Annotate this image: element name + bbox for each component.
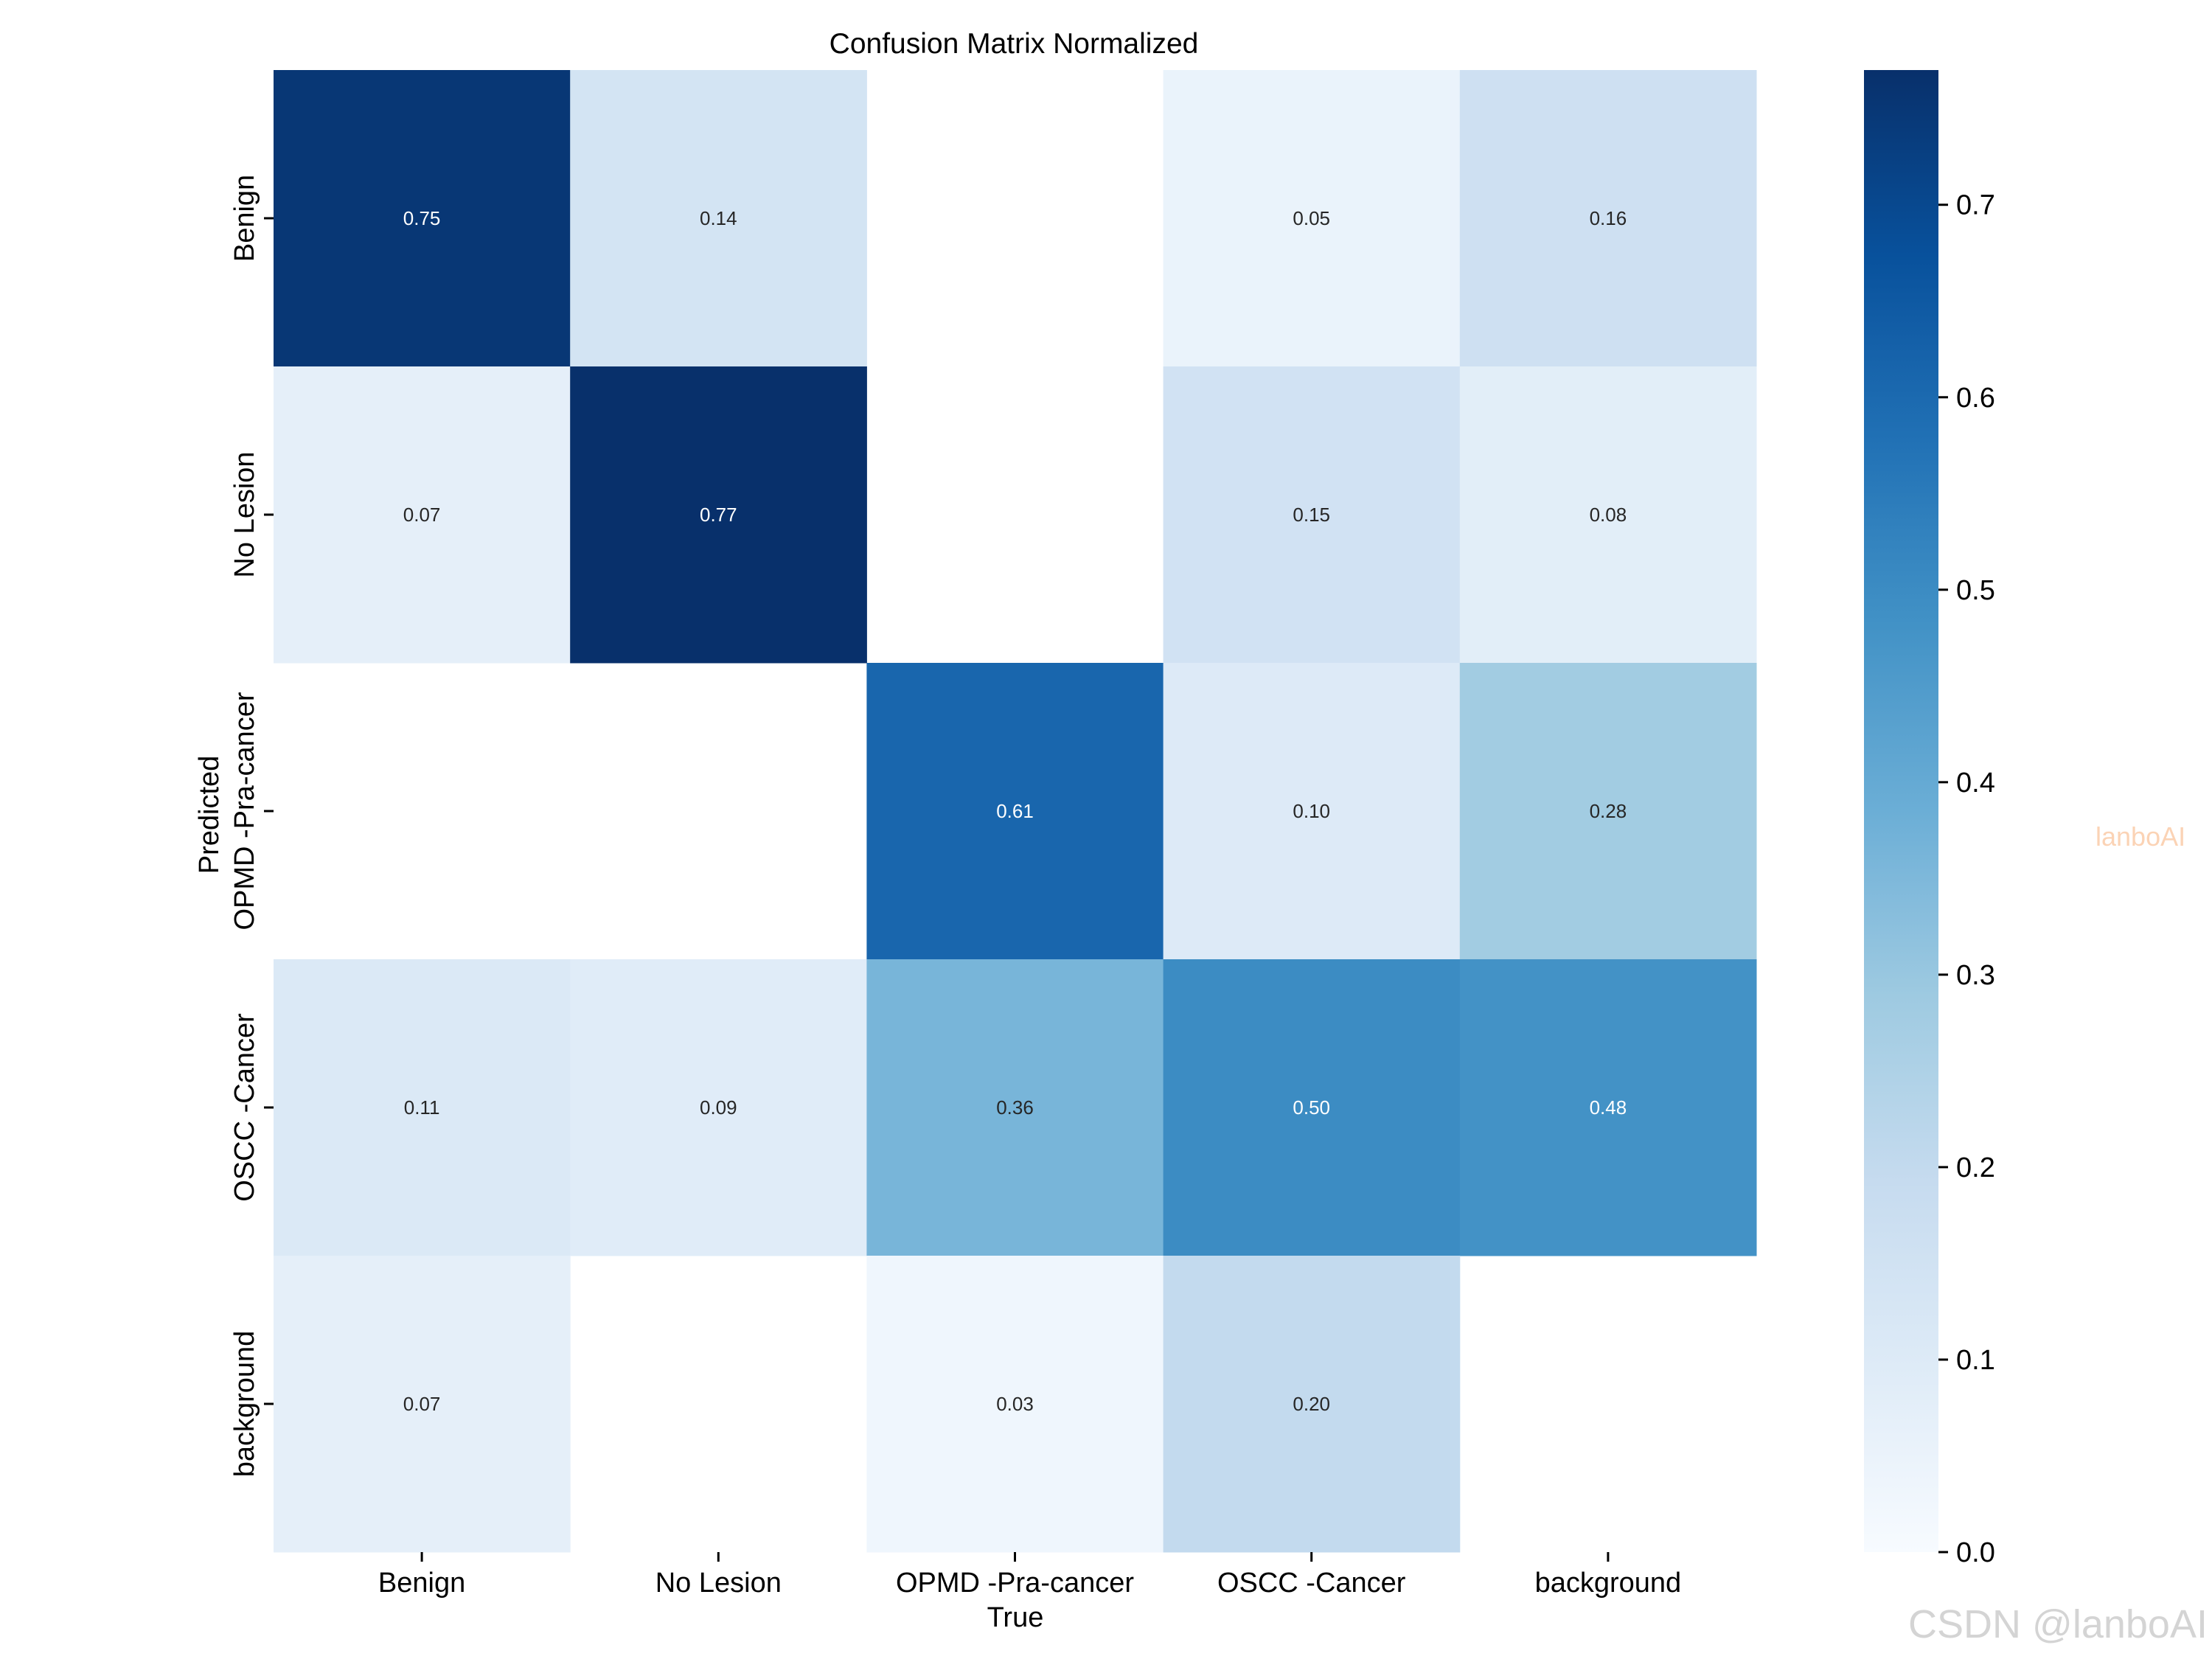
cell-value-label: 0.03 (996, 1393, 1034, 1415)
cell-value-label: 0.77 (700, 504, 737, 526)
x-tick-label: OPMD -Pra-cancer (896, 1568, 1134, 1599)
cell-value-label: 0.15 (1293, 504, 1330, 526)
y-axis-label: Predicted (194, 756, 225, 874)
cell-value-label: 0.07 (403, 1393, 441, 1415)
colorbar-tick-label: 0.2 (1956, 1152, 1995, 1183)
heatmap-cell (274, 70, 571, 367)
x-axis: Benign No Lesion OPMD -Pra-cancer OSCC -Can… (378, 1552, 1681, 1599)
colorbar: 0.0 0.1 0.2 0.3 0.4 0.5 0.6 0.7 (1864, 70, 1995, 1568)
y-axis: Benign No Lesion OPMD -Pra-cancer OSCC -Can… (229, 175, 274, 1477)
chart-title: Confusion Matrix Normalized (830, 28, 1199, 60)
cell-value-label: 0.11 (404, 1096, 440, 1119)
cell-value-label: 0.08 (1590, 504, 1627, 526)
colorbar-tick-label: 0.1 (1956, 1345, 1995, 1376)
cell-value-label: 0.07 (403, 504, 441, 526)
x-tick-label: Benign (378, 1568, 465, 1599)
colorbar-gradient (1864, 70, 1938, 1552)
cell-value-label: 0.75 (403, 207, 441, 229)
x-tick-label: background (1535, 1568, 1682, 1599)
colorbar-ticks: 0.0 0.1 0.2 0.3 0.4 0.5 0.6 0.7 (1938, 190, 1995, 1568)
y-tick-label: OPMD -Pra-cancer (229, 692, 260, 930)
heatmap-cell (866, 959, 1164, 1256)
cell-value-label: 0.28 (1590, 800, 1627, 822)
cell-value-label: 0.50 (1293, 1096, 1330, 1119)
heatmap-cell (570, 366, 867, 664)
heatmap-cell (1459, 70, 1757, 367)
heatmap-cell (274, 1256, 571, 1553)
cell-value-label: 0.10 (1293, 800, 1330, 822)
cell-value-label: 0.09 (700, 1096, 737, 1119)
watermark-bottom: CSDN @lanboAI (1908, 1602, 2208, 1646)
heatmap-cells: 0.75 0.14 0.05 0.16 0.07 0.77 0.15 0.08 0.61 0.10… (274, 70, 1757, 1553)
cell-value-label: 0.05 (1293, 207, 1330, 229)
cell-value-label: 0.48 (1590, 1096, 1627, 1119)
heatmap-cell (1163, 1256, 1461, 1553)
heatmap-cell (274, 366, 571, 664)
heatmap-cell (570, 959, 867, 1256)
colorbar-tick-label: 0.6 (1956, 383, 1995, 414)
heatmap-cell (274, 959, 571, 1256)
y-tick-label: background (229, 1331, 260, 1478)
heatmap-cell (1163, 959, 1461, 1256)
x-tick-label: No Lesion (655, 1568, 782, 1599)
cell-value-label: 0.14 (700, 207, 737, 229)
heatmap-cell (866, 663, 1164, 960)
x-tick-label: OSCC -Cancer (1217, 1568, 1406, 1599)
heatmap-cell (570, 70, 867, 367)
heatmap-cell (1459, 366, 1757, 664)
heatmap-cell (866, 1256, 1164, 1553)
cell-value-label: 0.61 (996, 800, 1034, 822)
x-axis-label: True (987, 1602, 1044, 1633)
heatmap-cell (1163, 366, 1461, 664)
colorbar-tick-label: 0.7 (1956, 190, 1995, 221)
colorbar-tick-label: 0.4 (1956, 768, 1995, 799)
watermark-side: lanboAI (2096, 821, 2186, 852)
y-tick-label: OSCC -Cancer (229, 1013, 260, 1202)
cell-value-label: 0.16 (1590, 207, 1627, 229)
heatmap-cell (1459, 663, 1757, 960)
colorbar-tick-label: 0.0 (1956, 1537, 1995, 1568)
y-tick-label: Benign (229, 175, 260, 262)
colorbar-tick-label: 0.5 (1956, 575, 1995, 606)
heatmap-cell (1163, 663, 1461, 960)
colorbar-tick-label: 0.3 (1956, 960, 1995, 991)
heatmap-cell (1459, 959, 1757, 1256)
y-tick-label: No Lesion (229, 451, 260, 577)
heatmap-cell (1163, 70, 1461, 367)
cell-value-label: 0.20 (1293, 1393, 1330, 1415)
cell-value-label: 0.36 (996, 1096, 1034, 1119)
